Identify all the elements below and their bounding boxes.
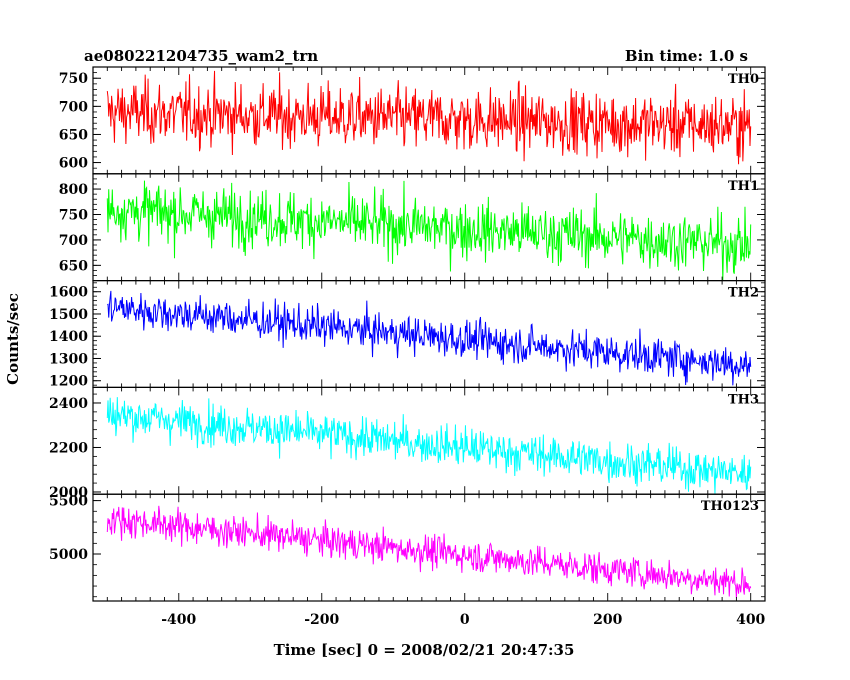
panel-th2: 1200 1300 1400 1500 1600 TH2	[49, 280, 766, 390]
y-tick-label: 700	[59, 233, 88, 249]
y-tick-label: 2200	[49, 440, 88, 456]
x-tick-label: -400	[161, 612, 196, 628]
y-tick-label: 1200	[49, 374, 88, 390]
y-tick-label: 600	[59, 156, 88, 172]
y-tick-label: 650	[59, 127, 88, 143]
x-axis: -400 -200 0 200 400	[161, 612, 765, 628]
x-tick-label: -200	[304, 612, 339, 628]
y-tick-label: 750	[59, 207, 88, 223]
series-line-th3	[106, 397, 752, 494]
series-label: TH2	[728, 286, 759, 301]
series-line-th0123	[106, 505, 752, 598]
y-tick-label: 700	[59, 99, 88, 115]
x-axis-label: Time [sec] 0 = 2008/02/21 20:47:35	[274, 641, 575, 659]
panel-th0123: 5000 5500 TH0123	[49, 493, 766, 602]
y-tick-label: 5500	[49, 494, 88, 510]
y-tick-label: 1600	[49, 285, 88, 301]
y-axis-label: Counts/sec	[4, 293, 22, 385]
series-line-th2	[107, 290, 752, 386]
series-line-th1	[106, 180, 752, 281]
panel-th3: 2000 2200 2400 TH3	[49, 386, 766, 501]
chart-title: ae080221204735_wam2_trn	[84, 47, 318, 65]
panel-frame	[92, 493, 766, 602]
y-tick-label: 650	[59, 258, 88, 274]
y-tick-label: 1400	[49, 329, 88, 345]
x-tick-label: 0	[460, 612, 470, 628]
panels-group: 600 650 700 750 TH0 650 700 750 800 TH1 1200 1300 14…	[49, 66, 766, 602]
y-tick-label: 5000	[49, 547, 88, 563]
series-label: TH0123	[701, 499, 759, 514]
y-tick-label: 800	[59, 182, 88, 198]
panel-th1: 650 700 750 800 TH1	[59, 173, 766, 282]
x-tick-label: 200	[593, 612, 622, 628]
series-line-th0	[106, 70, 752, 165]
series-label: TH1	[728, 179, 759, 194]
bin-time-label: Bin time: 1.0 s	[625, 47, 748, 65]
y-tick-label: 750	[59, 71, 88, 87]
panel-th0: 600 650 700 750 TH0	[59, 66, 766, 175]
x-tick-label: 400	[736, 612, 765, 628]
y-tick-label: 2000	[49, 485, 88, 501]
y-tick-label: 1300	[49, 351, 88, 367]
y-tick-label: 1500	[49, 307, 88, 323]
series-label: TH0	[728, 72, 759, 87]
series-label: TH3	[728, 392, 759, 407]
y-tick-label: 2400	[49, 396, 88, 412]
